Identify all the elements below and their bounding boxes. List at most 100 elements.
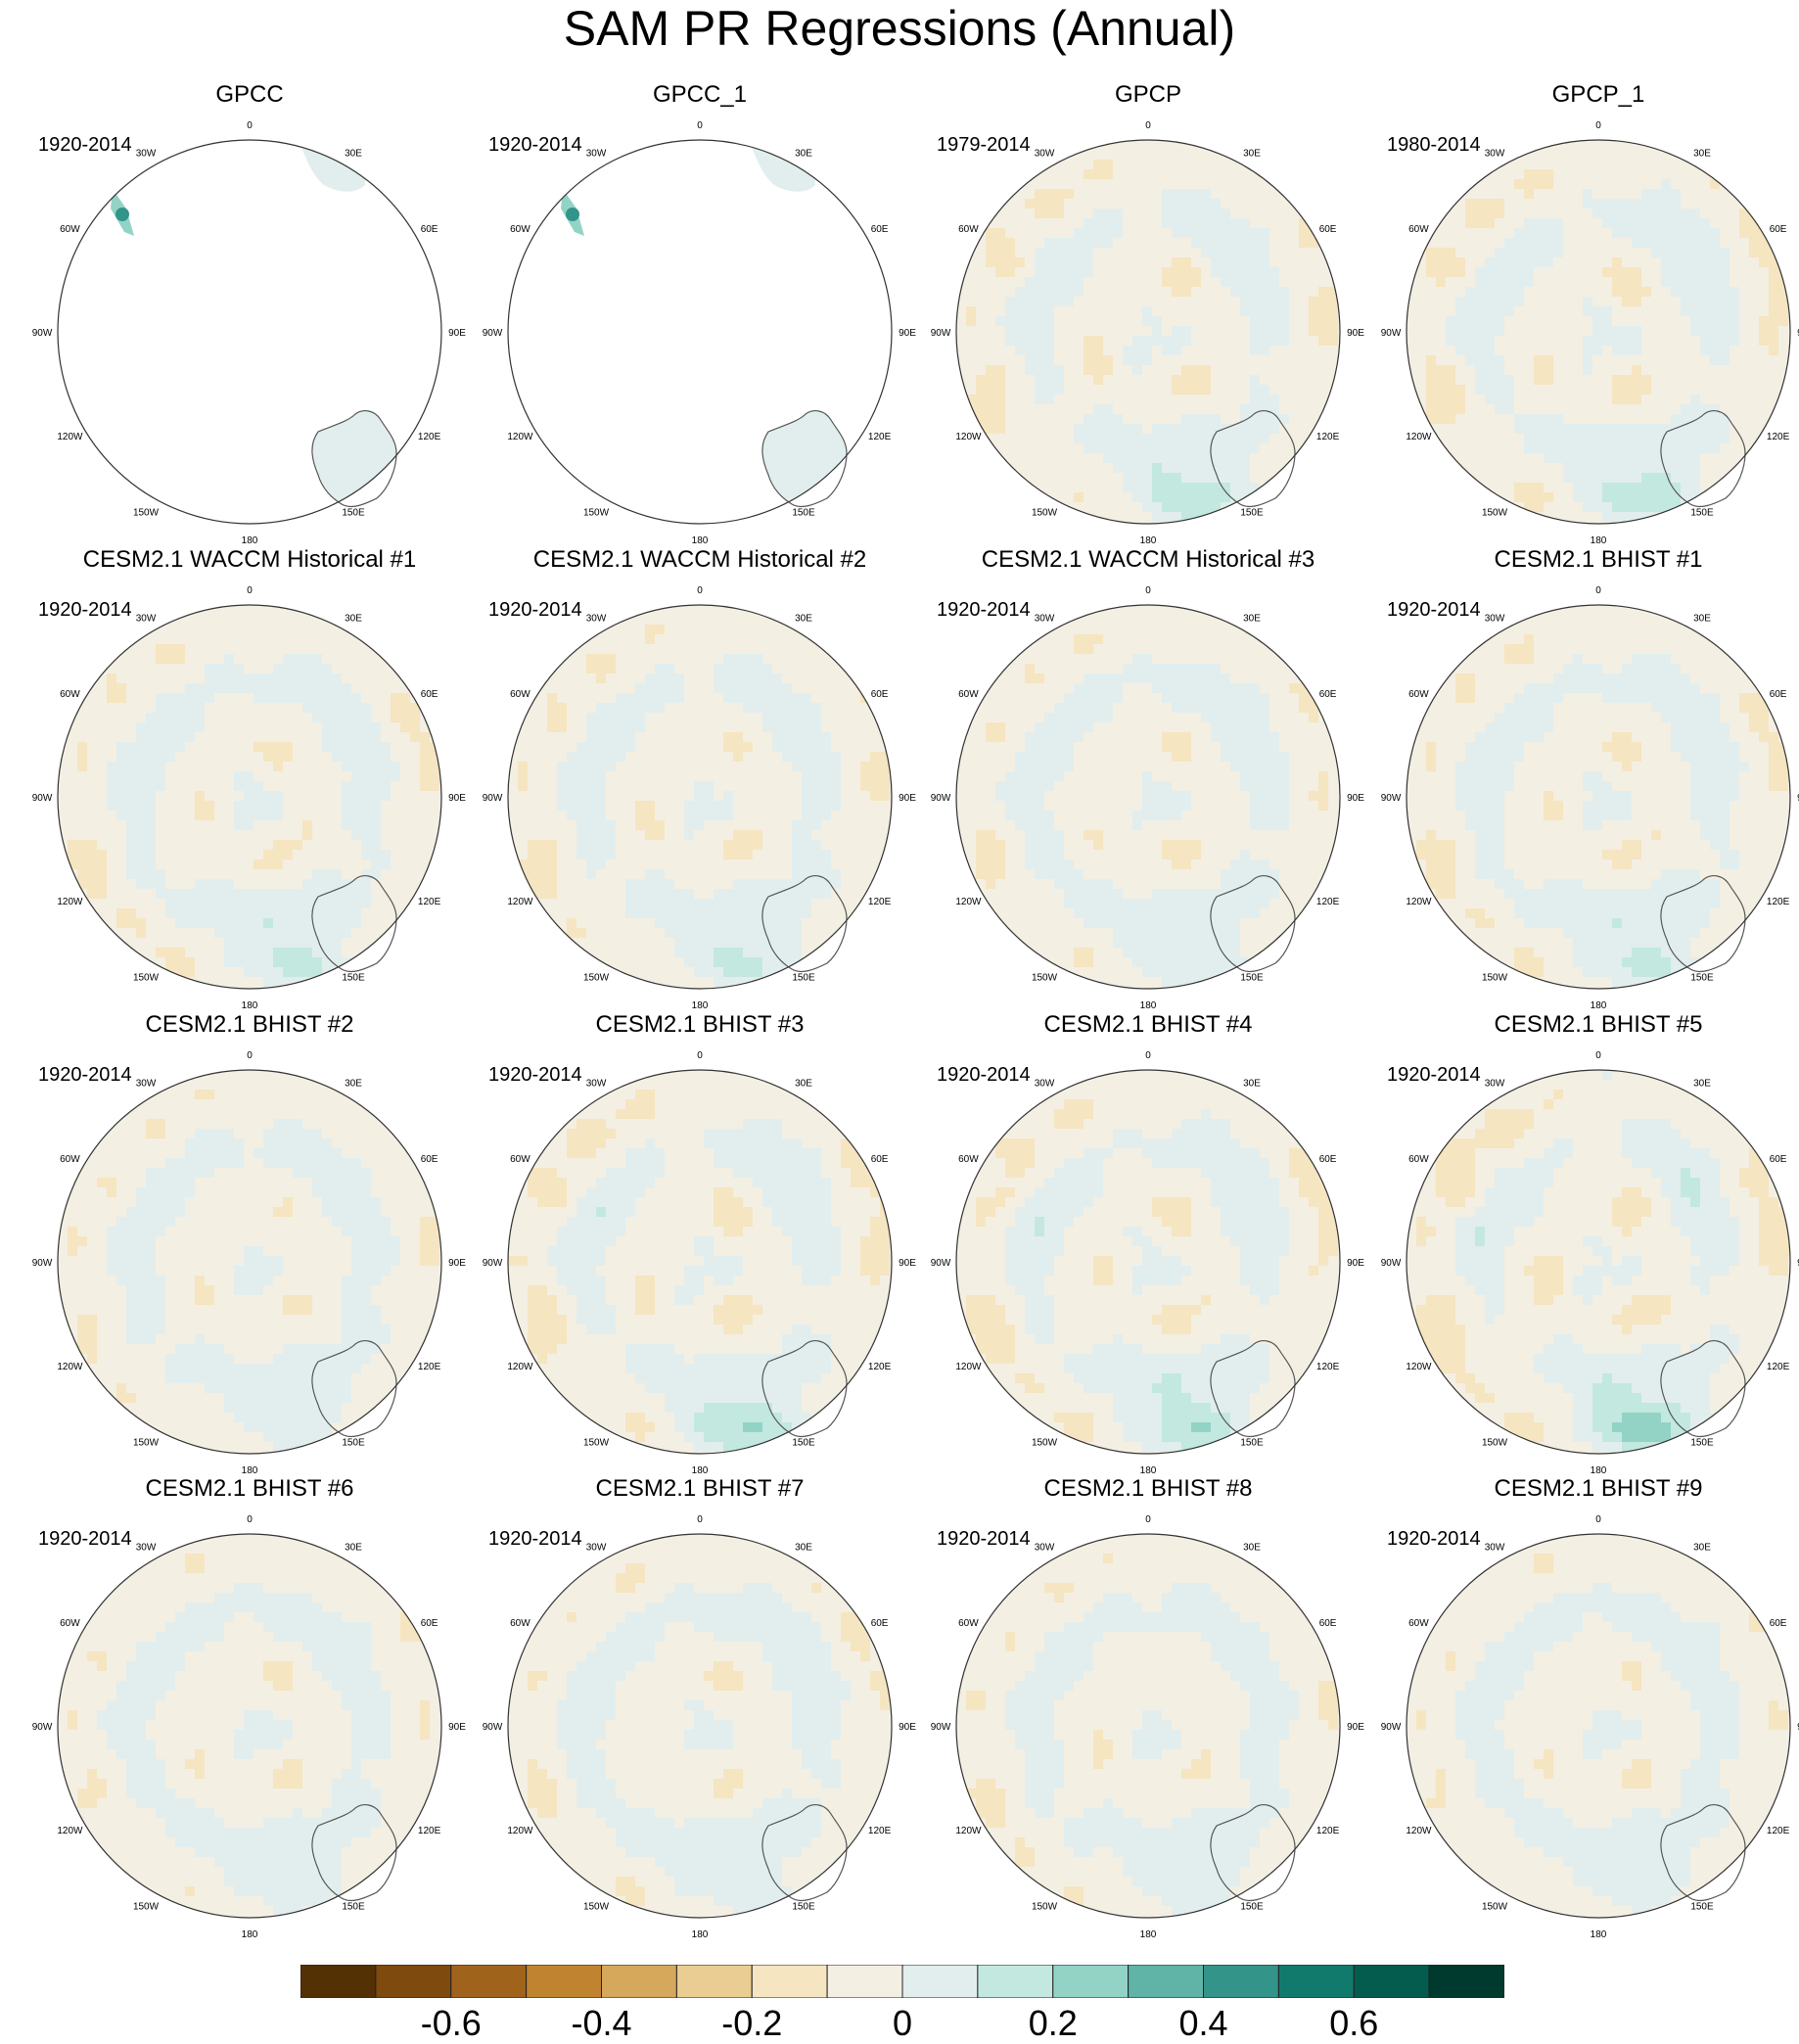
panel-title: GPCP — [933, 81, 1363, 109]
colorbar-tick: 0.6 — [1329, 2003, 1378, 2044]
longitude-label: 120E — [1316, 1826, 1340, 1836]
colorbar-swatch — [902, 1965, 978, 1998]
longitude-label: 150W — [583, 1438, 610, 1449]
colorbar-tick: 0 — [893, 2003, 912, 2044]
longitude-label: 90E — [1347, 1258, 1364, 1269]
longitude-label: 180 — [692, 1929, 709, 1940]
longitude-label: 60W — [1408, 1154, 1429, 1165]
longitude-label: 180 — [242, 1000, 258, 1011]
longitude-label: 30E — [1243, 1078, 1261, 1089]
longitude-label: 120W — [1406, 897, 1432, 907]
longitude-label: 120W — [507, 432, 533, 442]
colorbar-swatch — [1278, 1965, 1354, 1998]
longitude-label: 120W — [955, 897, 982, 907]
longitude-label: 120W — [955, 1826, 982, 1836]
longitude-label: 150W — [1032, 973, 1058, 984]
longitude-label: 60W — [1408, 689, 1429, 700]
longitude-label: 90E — [448, 793, 466, 804]
longitude-label: 120W — [1406, 432, 1432, 442]
longitude-label: 30W — [586, 1542, 607, 1553]
colorbar-swatch — [527, 1965, 602, 1998]
longitude-label: 150W — [1482, 1438, 1508, 1449]
longitude-label: 30E — [1693, 148, 1711, 159]
panel-title: GPCC — [34, 81, 465, 109]
longitude-label: 0 — [1595, 120, 1601, 131]
longitude-label: 180 — [1140, 535, 1157, 546]
longitude-label: 90W — [32, 328, 53, 339]
colorbar-swatch — [376, 1965, 451, 1998]
longitude-label: 60W — [60, 689, 80, 700]
longitude-label: 60E — [1770, 1154, 1787, 1165]
longitude-label: 150W — [1032, 1438, 1058, 1449]
colorbar-swatch — [1129, 1965, 1204, 1998]
longitude-label: 120E — [1316, 897, 1340, 907]
longitude-label: 60E — [421, 224, 438, 235]
longitude-label: 150W — [583, 508, 610, 519]
panel-title: CESM2.1 BHIST #5 — [1383, 1011, 1799, 1039]
panel-title: CESM2.1 BHIST #4 — [933, 1011, 1363, 1039]
longitude-label: 90E — [899, 793, 916, 804]
longitude-label: 30W — [1485, 1078, 1505, 1089]
longitude-label: 120E — [418, 1826, 441, 1836]
longitude-label: 30E — [795, 148, 812, 159]
figure-title: SAM PR Regressions (Annual) — [0, 0, 1799, 57]
longitude-label: 30E — [345, 1078, 362, 1089]
longitude-label: 60W — [958, 224, 979, 235]
longitude-label: 0 — [247, 585, 253, 596]
longitude-label: 30W — [586, 1078, 607, 1089]
longitude-label: 90W — [931, 328, 951, 339]
longitude-label: 30E — [1243, 1542, 1261, 1553]
longitude-label: 150E — [792, 508, 815, 519]
colorbar-swatch — [676, 1965, 752, 1998]
colorbar-tick: -0.2 — [721, 2003, 782, 2044]
longitude-label: 90W — [931, 1722, 951, 1733]
longitude-label: 30E — [345, 148, 362, 159]
longitude-label: 120W — [955, 1362, 982, 1372]
longitude-label: 150W — [133, 1902, 160, 1913]
longitude-label: 180 — [242, 535, 258, 546]
panel-title: GPCP_1 — [1383, 81, 1799, 109]
longitude-label: 30E — [1693, 613, 1711, 624]
longitude-label: 150W — [1032, 508, 1058, 519]
longitude-label: 120W — [1406, 1362, 1432, 1372]
longitude-label: 30W — [136, 1542, 157, 1553]
longitude-label: 60W — [958, 689, 979, 700]
colorbar-swatch — [1053, 1965, 1129, 1998]
longitude-label: 150E — [342, 1438, 365, 1449]
longitude-label: 30W — [1035, 1542, 1055, 1553]
longitude-label: 120E — [1316, 432, 1340, 442]
longitude-label: 180 — [1591, 535, 1607, 546]
longitude-label: 60E — [1319, 1618, 1337, 1629]
longitude-label: 90E — [448, 328, 466, 339]
longitude-label: 150W — [133, 1438, 160, 1449]
panel-title: GPCC_1 — [484, 81, 915, 109]
longitude-label: 0 — [697, 1050, 703, 1061]
longitude-label: 150W — [1482, 973, 1508, 984]
longitude-label: 0 — [1595, 1514, 1601, 1525]
longitude-label: 150E — [1690, 1902, 1714, 1913]
longitude-label: 0 — [1145, 120, 1151, 131]
longitude-label: 150E — [1690, 508, 1714, 519]
longitude-label: 90E — [1347, 793, 1364, 804]
colorbar-swatch — [1429, 1965, 1504, 1998]
longitude-label: 120W — [57, 897, 83, 907]
longitude-label: 0 — [1145, 1050, 1151, 1061]
longitude-label: 30W — [136, 148, 157, 159]
longitude-label: 90E — [899, 328, 916, 339]
longitude-label: 90E — [448, 1722, 466, 1733]
panel-title: CESM2.1 BHIST #8 — [933, 1475, 1363, 1503]
longitude-label: 30E — [1243, 148, 1261, 159]
longitude-label: 90W — [931, 793, 951, 804]
longitude-label: 60E — [1770, 224, 1787, 235]
longitude-label: 30W — [586, 148, 607, 159]
panel-title: CESM2.1 BHIST #1 — [1383, 546, 1799, 574]
longitude-label: 60W — [958, 1154, 979, 1165]
longitude-label: 30E — [1693, 1542, 1711, 1553]
colorbar-swatch — [1204, 1965, 1279, 1998]
longitude-label: 120E — [868, 432, 892, 442]
